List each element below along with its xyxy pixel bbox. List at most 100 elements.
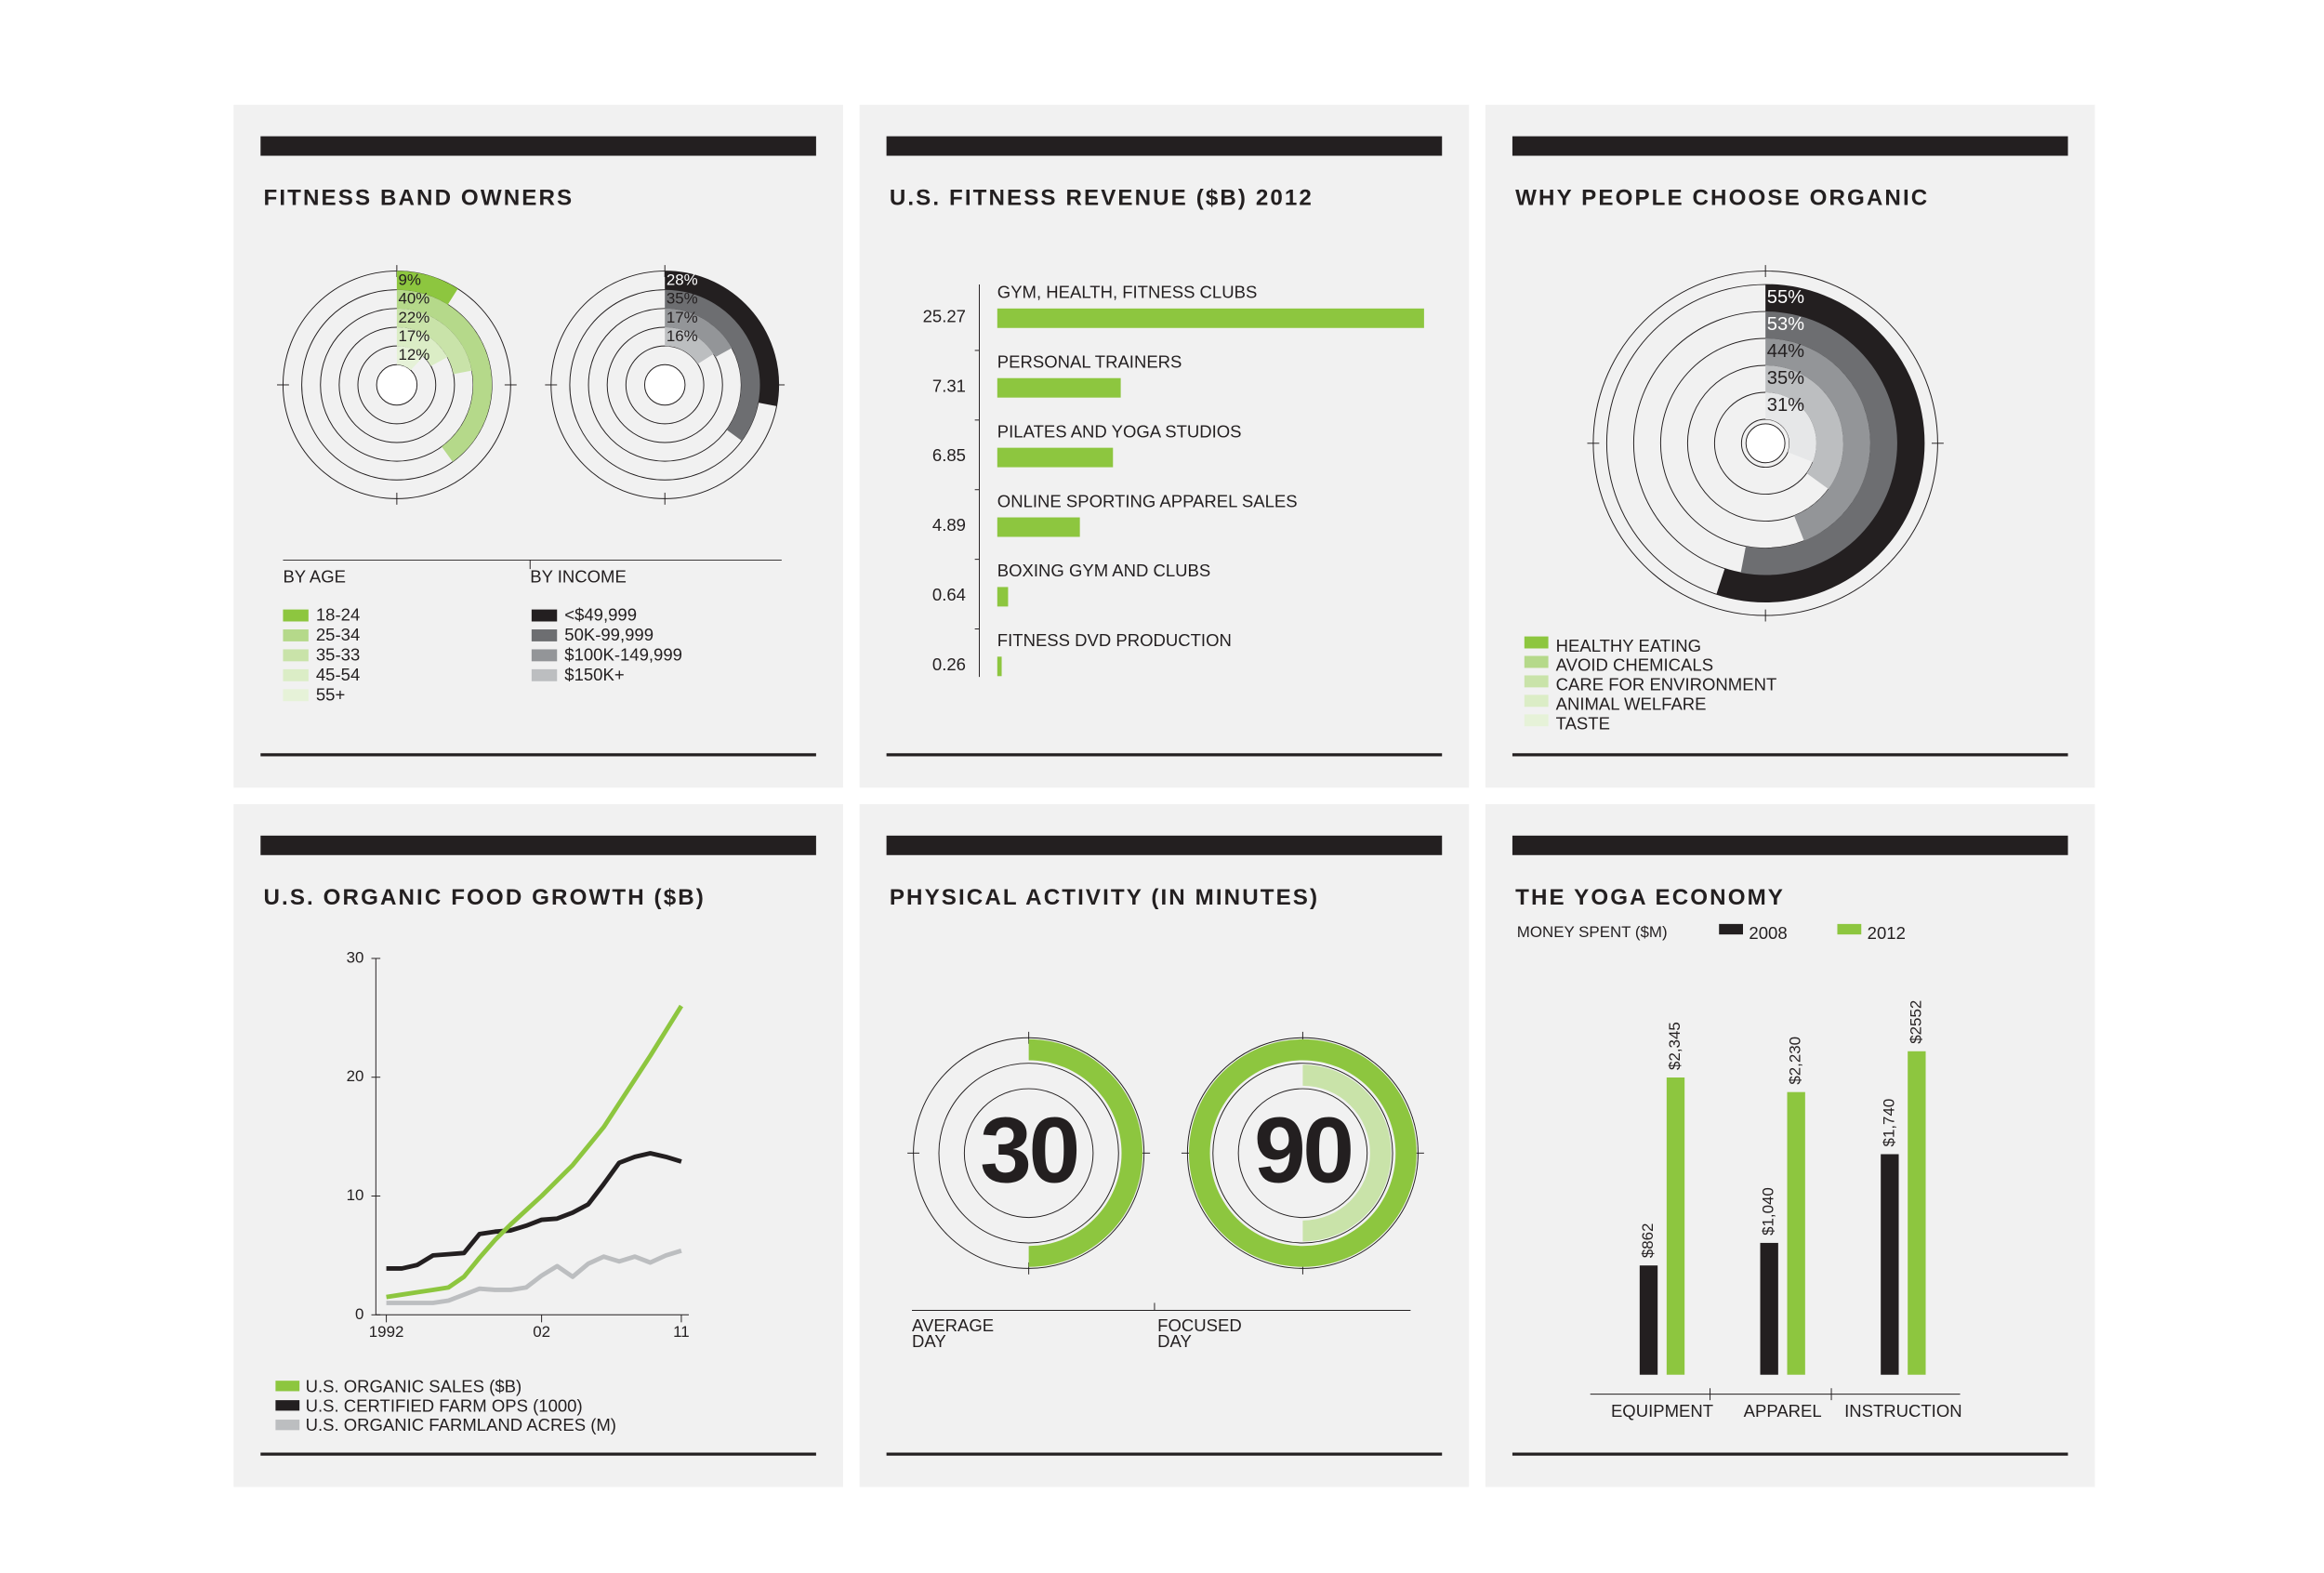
legend-label: TASTE	[1556, 714, 1610, 734]
ring-outline	[963, 1088, 1094, 1219]
legend-label: CARE FOR ENVIRONMENT	[1556, 675, 1777, 694]
legend-label: 18-24	[316, 605, 360, 625]
dial-label: AVERAGE DAY	[912, 1315, 998, 1351]
panel-header-bar	[886, 136, 1443, 156]
legend-label: U.S. CERTIFIED FARM OPS (1000)	[306, 1395, 583, 1415]
value-label: 53%	[1767, 314, 1804, 335]
radial-arc	[665, 271, 779, 406]
dial-label-line: AVERAGE	[912, 1315, 998, 1335]
ring-outline	[643, 364, 686, 406]
legend-label: <$49,999	[564, 605, 637, 625]
bar	[1787, 1091, 1805, 1375]
legend-swatch	[531, 609, 558, 622]
x-tick-label: 02	[533, 1323, 550, 1341]
legend-label: 45-54	[316, 665, 360, 684]
bar	[1760, 1242, 1778, 1375]
radial-arc	[1740, 311, 1897, 575]
panel	[233, 804, 843, 1487]
value-label: 22%	[398, 309, 429, 326]
dial-arc	[1302, 1064, 1392, 1242]
bar	[997, 377, 1121, 398]
chart-title: U.S. FITNESS REVENUE ($B) 2012	[890, 186, 1314, 211]
value-label: 55%	[1767, 287, 1804, 308]
legend-swatch	[283, 668, 309, 681]
bar	[997, 517, 1080, 537]
legend-swatch	[1524, 675, 1549, 688]
value-label: 17%	[667, 309, 698, 326]
value-label: $2552	[1907, 1000, 1924, 1044]
category-label: ONLINE SPORTING APPAREL SALES	[997, 491, 1298, 510]
legend-label: ANIMAL WELFARE	[1556, 694, 1707, 714]
x-tick-label: 11	[673, 1323, 690, 1341]
panel-header-bar	[260, 136, 816, 156]
panel-header-bar	[886, 835, 1443, 855]
chart-title: THE YOGA ECONOMY	[1515, 885, 1785, 910]
legend-label: 2012	[1868, 923, 1906, 943]
y-tick-label: 20	[347, 1067, 364, 1085]
ring-hole	[645, 365, 685, 404]
legend-label: 55+	[316, 684, 345, 704]
category-label: PERSONAL TRAINERS	[997, 352, 1182, 372]
panel-header-bar	[1512, 136, 2068, 156]
dial-label: FOCUSED DAY	[1157, 1315, 1247, 1351]
legend-label: 2008	[1749, 923, 1787, 943]
value-label: 6.85	[932, 445, 966, 465]
category-label: PILATES AND YOGA STUDIOS	[997, 421, 1242, 441]
chart-title: PHYSICAL ACTIVITY (IN MINUTES)	[890, 885, 1319, 910]
radial-arc	[1765, 392, 1816, 462]
value-label: $2,230	[1787, 1037, 1804, 1085]
legend-heading: BY INCOME	[530, 567, 627, 587]
ring-hole	[376, 365, 416, 404]
value-label: $2,345	[1666, 1022, 1684, 1070]
legend-swatch	[531, 649, 558, 662]
value-label: $1,040	[1760, 1187, 1777, 1236]
radial-arc	[665, 289, 760, 442]
bar	[1639, 1265, 1658, 1375]
value-label: 44%	[1767, 341, 1804, 362]
x-tick-label: APPAREL	[1744, 1401, 1822, 1421]
category-label: BOXING GYM AND CLUBS	[997, 561, 1210, 580]
ring-outline	[1212, 1063, 1393, 1244]
value-label: $862	[1639, 1223, 1657, 1259]
panel	[859, 104, 1470, 788]
legend-swatch	[1524, 636, 1549, 649]
radial-arc	[1765, 338, 1870, 541]
legend-swatch	[283, 609, 309, 622]
legend-label: AVOID CHEMICALS	[1556, 655, 1713, 675]
legend-label: 50K-99,999	[564, 625, 654, 644]
chart-title: U.S. ORGANIC FOOD GROWTH ($B)	[264, 885, 706, 910]
value-label: 28%	[667, 271, 698, 288]
chart-subtitle: MONEY SPENT ($M)	[1517, 923, 1668, 941]
value-label: 40%	[398, 290, 429, 308]
y-tick-label: 10	[347, 1186, 364, 1204]
value-label: 35%	[1767, 368, 1804, 389]
dial-label-line: FOCUSED	[1157, 1315, 1247, 1335]
dial-arc	[1028, 1038, 1143, 1267]
value-label: 17%	[398, 327, 429, 345]
legend-swatch	[1524, 714, 1549, 727]
legend-heading: BY AGE	[283, 567, 346, 587]
legend-swatch	[531, 629, 558, 641]
legend-swatch	[275, 1400, 300, 1411]
legend-label: U.S. ORGANIC FARMLAND ACRES (M)	[306, 1415, 616, 1434]
bar	[1881, 1154, 1899, 1375]
dial-label-line: DAY	[912, 1331, 946, 1351]
dial-label-line: DAY	[1157, 1331, 1192, 1351]
legend-label: $150K+	[564, 665, 624, 684]
value-label: 16%	[667, 327, 698, 345]
radial-arc	[396, 289, 493, 462]
legend-swatch	[1524, 655, 1549, 668]
value-label: 0.26	[932, 654, 966, 674]
value-label: 0.64	[932, 585, 966, 604]
radial-arc	[396, 271, 458, 305]
x-tick-label: EQUIPMENT	[1611, 1401, 1713, 1421]
ring-outline	[1237, 1088, 1368, 1219]
series-line	[386, 1248, 682, 1305]
legend-swatch	[275, 1381, 300, 1392]
bar	[1908, 1051, 1926, 1375]
series-line	[386, 1004, 683, 1300]
bar	[997, 587, 1009, 607]
legend-label: 25-34	[316, 625, 360, 644]
x-tick-label: INSTRUCTION	[1844, 1401, 1962, 1421]
